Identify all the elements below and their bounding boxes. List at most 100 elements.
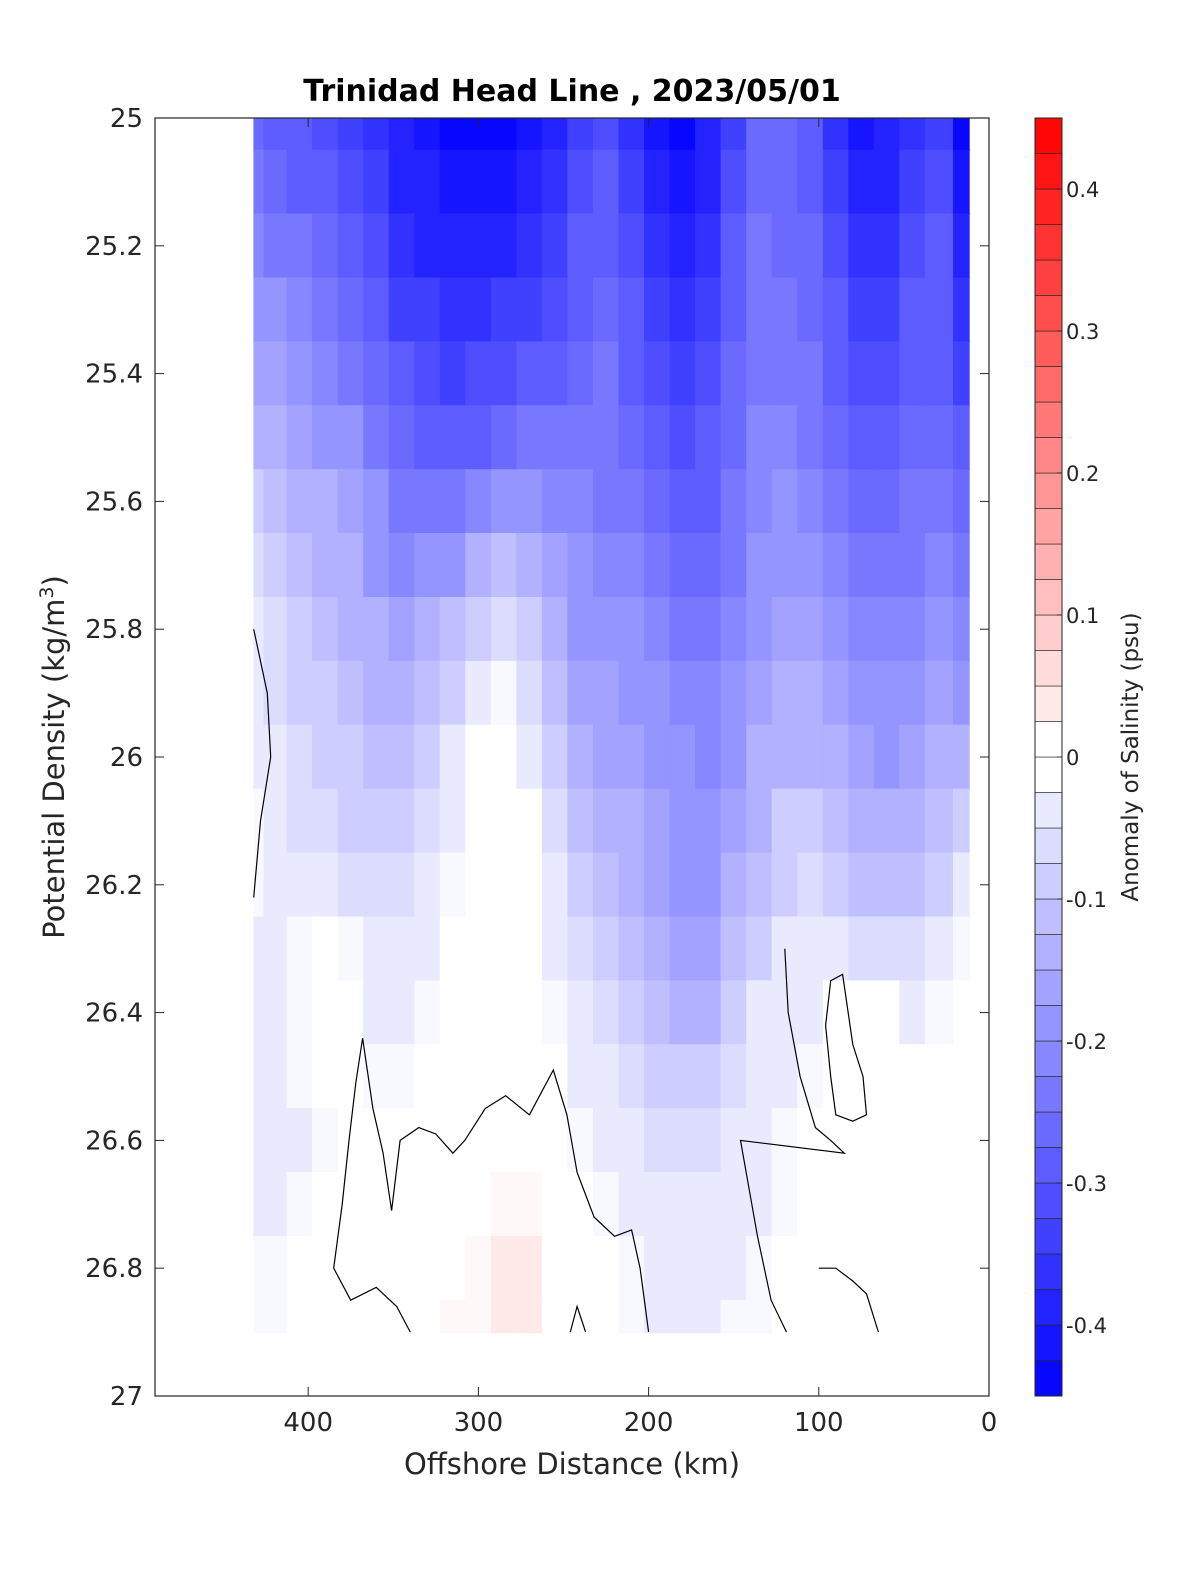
contour-cell xyxy=(388,1108,416,1174)
contour-cell xyxy=(567,532,595,599)
colorbar-level xyxy=(1034,1147,1063,1184)
contour-cell xyxy=(643,532,671,599)
contour-cell xyxy=(592,405,620,471)
contour-cell xyxy=(643,1172,671,1238)
contour-cell xyxy=(952,469,970,535)
contour-cell xyxy=(924,1299,955,1334)
colorbar-level xyxy=(1034,1324,1063,1361)
x-axis-label: Offshore Distance (km) xyxy=(404,1447,740,1481)
contour-cell xyxy=(592,1108,620,1174)
contour-cell xyxy=(263,916,288,982)
contour-cell xyxy=(388,469,416,535)
contour-cell xyxy=(439,1299,467,1334)
contour-cell xyxy=(516,1172,544,1238)
y-axis-label-close: ) xyxy=(37,575,71,586)
contour-cell xyxy=(439,596,467,663)
contour-cell xyxy=(312,980,339,1046)
contour-cell xyxy=(414,341,442,407)
contour-cell xyxy=(490,1172,518,1238)
contour-cell xyxy=(924,852,955,918)
colorbar-level xyxy=(1034,259,1063,296)
contour-cell xyxy=(414,1236,442,1302)
zero-contour-layer xyxy=(253,629,879,1333)
colorbar-tick-label: 0.2 xyxy=(1066,462,1099,486)
contour-cell xyxy=(720,724,748,790)
contour-cell xyxy=(695,118,723,152)
colorbar-level xyxy=(1034,330,1063,367)
contour-cell xyxy=(592,916,620,982)
contour-cell xyxy=(952,724,970,790)
contour-cell xyxy=(337,469,365,535)
contour-cell xyxy=(797,405,825,471)
colorbar-tick-label: -0.1 xyxy=(1066,888,1107,912)
contour-cell xyxy=(286,469,314,535)
colorbar-level xyxy=(1034,792,1063,829)
contour-cell xyxy=(286,118,314,152)
contour-cell xyxy=(516,660,544,727)
y-tick-label: 25.4 xyxy=(85,360,143,390)
contour-cell xyxy=(695,724,723,790)
contour-cell xyxy=(465,469,493,535)
contour-cell xyxy=(490,596,518,663)
contour-cell xyxy=(363,1108,391,1174)
contour-cell xyxy=(669,596,697,663)
contour-cell xyxy=(822,213,850,279)
contour-cell xyxy=(746,852,774,918)
contour-cell xyxy=(924,1108,955,1174)
contour-cell xyxy=(669,1299,697,1334)
contour-cell xyxy=(388,724,416,790)
contour-cell xyxy=(746,277,774,343)
contour-cell xyxy=(746,596,774,663)
contour-cell xyxy=(567,852,595,918)
contour-cell xyxy=(516,469,544,535)
contour-cell xyxy=(567,788,595,854)
contour-cell xyxy=(253,277,265,343)
contour-cell xyxy=(414,724,442,790)
contour-cell xyxy=(873,149,901,215)
colorbar-label: Anomaly of Salinity (psu) xyxy=(1118,612,1144,901)
contour-cell xyxy=(618,213,646,279)
contour-cell xyxy=(643,469,671,535)
contour-cell xyxy=(797,1044,825,1110)
contour-cell xyxy=(822,1299,850,1334)
contour-cell xyxy=(592,118,620,152)
contour-cell xyxy=(567,660,595,727)
contour-cell xyxy=(516,788,544,854)
contour-cell xyxy=(643,596,671,663)
contour-cell xyxy=(465,405,493,471)
contour-cell xyxy=(873,405,901,471)
colorbar-level xyxy=(1034,437,1063,474)
contour-cell xyxy=(363,1172,391,1238)
contour-cell xyxy=(312,405,339,471)
contour-cell xyxy=(899,118,927,152)
contour-cell xyxy=(263,852,288,918)
contour-cell xyxy=(414,1108,442,1174)
contour-cell xyxy=(873,916,901,982)
contour-cell xyxy=(439,469,467,535)
contour-cell xyxy=(253,916,265,982)
contour-cell xyxy=(669,405,697,471)
contour-cell xyxy=(567,341,595,407)
colorbar-level xyxy=(1034,224,1063,261)
contour-cell xyxy=(465,788,493,854)
contour-cell xyxy=(363,660,391,727)
contour-cell xyxy=(253,341,265,407)
y-axis-label-superscript: 3 xyxy=(36,586,58,598)
colorbar-tick-label: -0.2 xyxy=(1066,1030,1107,1054)
contour-cell xyxy=(924,980,955,1046)
contour-cell xyxy=(873,1044,901,1110)
contour-cell xyxy=(337,1299,365,1334)
contour-cell xyxy=(567,118,595,152)
x-tick-label: 400 xyxy=(283,1408,333,1438)
colorbar-level xyxy=(1034,153,1063,190)
colorbar-level xyxy=(1034,1076,1063,1113)
contour-cell xyxy=(490,724,518,790)
contour-cell xyxy=(720,213,748,279)
y-tick-label: 25.2 xyxy=(85,232,143,262)
contour-cell xyxy=(746,724,774,790)
contour-cell xyxy=(567,277,595,343)
contour-cell xyxy=(541,724,569,790)
contour-cell xyxy=(312,596,339,663)
contour-cell xyxy=(695,1108,723,1174)
contour-cell xyxy=(263,1108,288,1174)
